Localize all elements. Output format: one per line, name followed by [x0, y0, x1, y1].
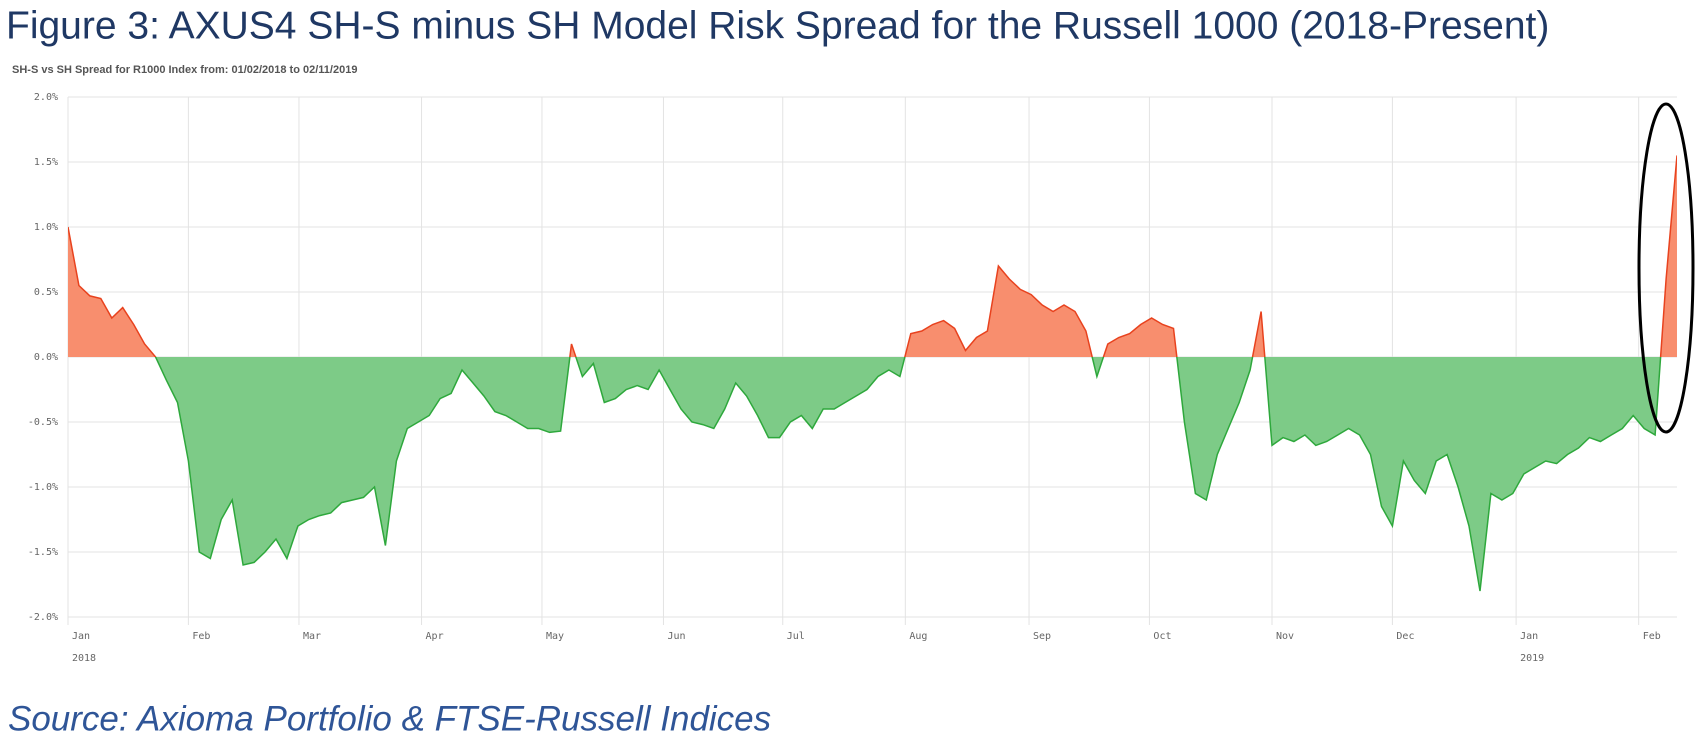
x-tick-label: Feb — [1643, 631, 1661, 642]
x-tick-label: Oct — [1153, 631, 1171, 642]
x-tick-label: Feb — [192, 631, 210, 642]
y-tick-label: 0.5% — [34, 287, 58, 298]
x-tick-label: Apr — [426, 631, 444, 642]
x-tick-label: Jan — [1520, 631, 1538, 642]
y-tick-label: 2.0% — [34, 92, 58, 103]
year-label: 2018 — [72, 653, 96, 664]
area-line — [154, 357, 1662, 592]
x-tick-label: Mar — [303, 631, 321, 642]
y-tick-label: 1.5% — [34, 157, 58, 168]
x-tick-label: Sep — [1033, 631, 1051, 642]
highlight-ellipse — [1637, 102, 1695, 434]
y-tick-label: 0.0% — [34, 352, 58, 363]
chart-title: Figure 3: AXUS4 SH-S minus SH Model Risk… — [6, 4, 1549, 47]
y-tick-label: 1.0% — [34, 222, 58, 233]
x-tick-label: Jul — [787, 631, 805, 642]
x-tick-label: Jun — [667, 631, 685, 642]
y-tick-label: -1.5% — [28, 547, 58, 558]
year-label: 2019 — [1520, 653, 1544, 664]
x-tick-label: Jan — [72, 631, 90, 642]
y-tick-label: -1.0% — [28, 482, 58, 493]
chart-subtitle: SH-S vs SH Spread for R1000 Index from: … — [12, 64, 357, 76]
x-tick-label: Dec — [1396, 631, 1414, 642]
area-fill — [68, 357, 1677, 591]
source-note: Source: Axioma Portfolio & FTSE-Russell … — [8, 699, 771, 738]
y-tick-label: -0.5% — [28, 417, 58, 428]
x-tick-label: Aug — [909, 631, 927, 642]
x-tick-label: May — [546, 631, 564, 642]
x-tick-label: Nov — [1276, 631, 1294, 642]
y-tick-label: -2.0% — [28, 612, 58, 623]
